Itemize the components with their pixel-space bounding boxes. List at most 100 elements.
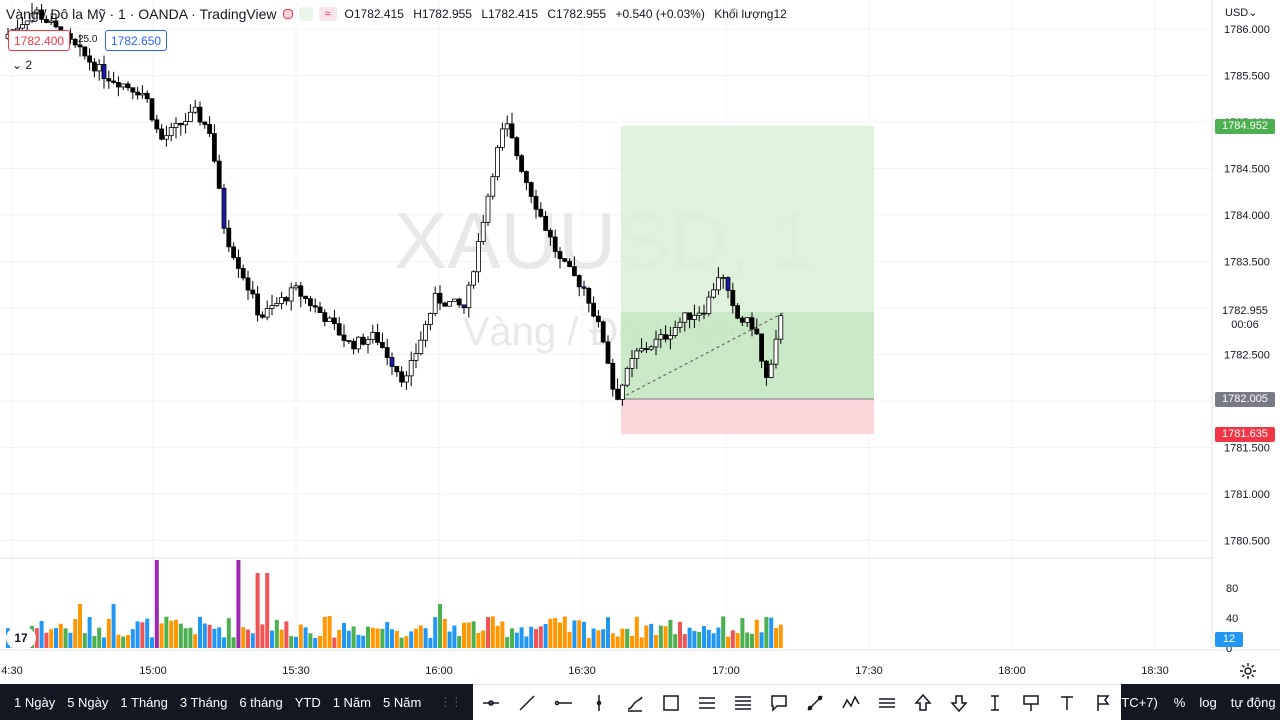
volume-bar <box>735 633 740 648</box>
range-5y[interactable]: 5 Năm <box>383 694 422 710</box>
candle <box>116 82 121 88</box>
range-3m[interactable]: 3 Tháng <box>179 694 228 710</box>
candle <box>543 215 548 231</box>
rectangle-tool[interactable] <box>653 685 689 721</box>
volume-bar <box>97 627 102 648</box>
volume-bar <box>668 619 673 648</box>
collapse-indicators-button[interactable]: ⌄ 2 <box>12 58 33 72</box>
candle <box>423 324 429 341</box>
ray-icon <box>483 699 500 706</box>
volume-bar <box>332 637 337 648</box>
text-tool[interactable] <box>1049 685 1085 721</box>
fib-retracement-tool[interactable] <box>725 685 761 721</box>
time-tick: 15:00 <box>139 665 167 677</box>
candle <box>259 314 265 318</box>
candle <box>562 258 568 262</box>
volume-bar <box>610 633 615 648</box>
range-5d[interactable]: 5 Ngày <box>67 694 109 710</box>
drag-handle-icon[interactable]: ⋮⋮ <box>439 695 462 709</box>
buy-button[interactable]: 1782.650 <box>105 30 168 51</box>
stop-zone[interactable] <box>621 399 874 434</box>
axis-options: TC+7) % log tự động <box>1121 695 1280 710</box>
candle <box>740 317 745 323</box>
price-label-tool[interactable] <box>1013 685 1049 721</box>
candle <box>125 83 131 89</box>
candle <box>447 301 453 307</box>
candle <box>298 285 304 297</box>
horizontal-ray-tool[interactable] <box>473 685 509 721</box>
arrow-down-tool[interactable] <box>941 685 977 721</box>
volume-bar <box>174 619 178 648</box>
candle <box>663 334 668 340</box>
range-6m[interactable]: 6 tháng <box>239 694 283 710</box>
volume-bar <box>716 627 721 648</box>
volume-bar <box>322 616 327 648</box>
candle <box>432 292 438 314</box>
candle <box>365 339 371 345</box>
candle <box>442 302 448 307</box>
symbol-title[interactable]: Vàng / Đô la Mỹ · 1 · OANDA · TradingVie… <box>6 6 277 22</box>
volume-bar <box>582 621 586 648</box>
measure-line-tool[interactable] <box>797 685 833 721</box>
volume-bar <box>466 622 471 648</box>
flag-tool[interactable] <box>1085 685 1121 721</box>
candle <box>764 360 769 378</box>
candle <box>485 195 491 223</box>
range-1m[interactable]: 1 Tháng <box>120 694 168 710</box>
currency-selector[interactable]: USD⌄ <box>1225 6 1257 19</box>
volume-bar <box>222 637 226 648</box>
candle <box>418 339 424 354</box>
range-1y[interactable]: 1 Năm <box>332 694 372 710</box>
candle <box>130 87 136 93</box>
time-tick: 4:30 <box>1 665 22 677</box>
volume-bar <box>615 636 620 648</box>
brush-tool[interactable] <box>617 685 653 721</box>
parallel-channel-tool[interactable] <box>689 685 725 721</box>
chart-canvas[interactable]: XAUUSD, 1 Vàng / Đô la Mỹ 1786.0001785.5… <box>0 0 1280 684</box>
date-range-tool[interactable] <box>977 685 1013 721</box>
chart-legend[interactable]: Vàng / Đô la Mỹ · 1 · OANDA · TradingVie… <box>6 4 793 24</box>
timezone-selector[interactable]: TC+7) <box>1121 694 1158 710</box>
horizontal-line-tool[interactable] <box>545 685 581 721</box>
volume-bar <box>337 629 342 648</box>
volume-bar <box>150 637 154 648</box>
volume-bar <box>231 637 236 648</box>
volume-bar <box>246 629 250 648</box>
range-ytd[interactable]: YTD <box>294 694 321 710</box>
candle <box>692 314 697 320</box>
candle <box>711 289 716 298</box>
sell-button[interactable]: 1782.400 <box>8 30 71 51</box>
candle <box>149 98 155 121</box>
auto-scale-toggle[interactable]: tự động <box>1230 694 1276 710</box>
candle <box>768 363 774 378</box>
price-axis[interactable]: 1786.0001785.5001785.0001784.5001784.000… <box>1224 24 1270 548</box>
candle <box>163 135 169 140</box>
vertical-line-tool[interactable] <box>581 685 617 721</box>
volume-bar <box>538 626 543 648</box>
volume-bar <box>606 617 610 648</box>
gear-icon[interactable] <box>1238 661 1258 681</box>
volume-bar <box>385 621 390 648</box>
candle <box>240 268 246 279</box>
candle <box>658 334 664 340</box>
callout-tool[interactable] <box>761 685 797 721</box>
range-1d[interactable]: 1 Ngày <box>14 694 56 710</box>
arrow-up-tool[interactable] <box>905 685 941 721</box>
candle <box>255 293 261 316</box>
candle <box>504 123 510 130</box>
trend-line-tool[interactable] <box>509 685 545 721</box>
arrow-up-icon <box>914 693 932 711</box>
candle <box>370 332 376 340</box>
tradingview-logo[interactable]: 17 <box>6 626 36 650</box>
volume-bar <box>202 623 207 648</box>
volume-bar <box>591 628 596 648</box>
volume-bar <box>505 637 510 648</box>
percent-toggle[interactable]: % <box>1173 694 1186 710</box>
log-toggle[interactable]: log <box>1199 694 1217 710</box>
multi-line-tool[interactable] <box>869 685 905 721</box>
candle <box>269 305 275 309</box>
pattern-tool[interactable] <box>833 685 869 721</box>
candle <box>303 295 309 300</box>
time-axis[interactable]: 4:30 15:00 15:30 16:00 16:30 17:00 17:30 18:00 1… <box>1 665 1168 677</box>
volume-bar <box>543 623 548 648</box>
